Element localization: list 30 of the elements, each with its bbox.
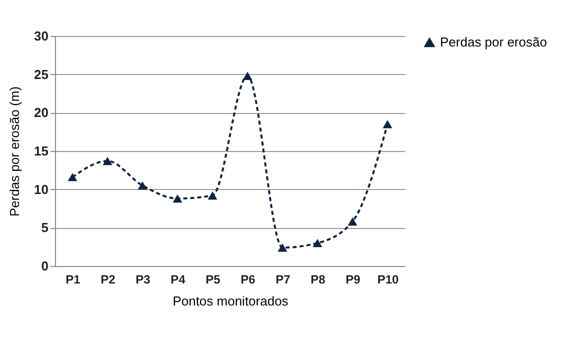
x-axis-title: Pontos monitorados [172,294,289,308]
x-tick-label: P5 [206,272,221,286]
x-tick-label: P9 [346,272,361,286]
x-tick-label: P8 [310,272,326,286]
point [348,217,358,226]
point [102,156,112,166]
point [312,238,322,248]
x-tick-label: P1 [66,272,81,286]
y-axis-title: Perdas por erosão (m) [7,86,22,217]
point [68,172,78,182]
y-tick-label: 10 [34,182,48,197]
x-tick-label: P4 [170,272,186,286]
point [242,72,252,80]
y-tick-label: 20 [34,105,48,120]
point [172,194,182,203]
y-tick-label: 5 [41,220,48,236]
x-tick-label: P6 [240,272,256,286]
y-tick-label: 30 [34,28,48,44]
legend-label: Perdas por erosão [440,34,547,50]
x-tick-label: P7 [276,272,291,286]
x-tick-label: P10 [377,272,399,286]
point [278,243,288,252]
x-tick-label: P2 [100,272,116,286]
x-tick-label: P3 [136,272,151,286]
point [208,191,218,200]
y-tick-label: 25 [34,66,48,82]
point [138,181,148,190]
y-tick-label: 15 [34,144,48,158]
y-tick-label: 0 [41,258,48,274]
point [382,120,392,128]
